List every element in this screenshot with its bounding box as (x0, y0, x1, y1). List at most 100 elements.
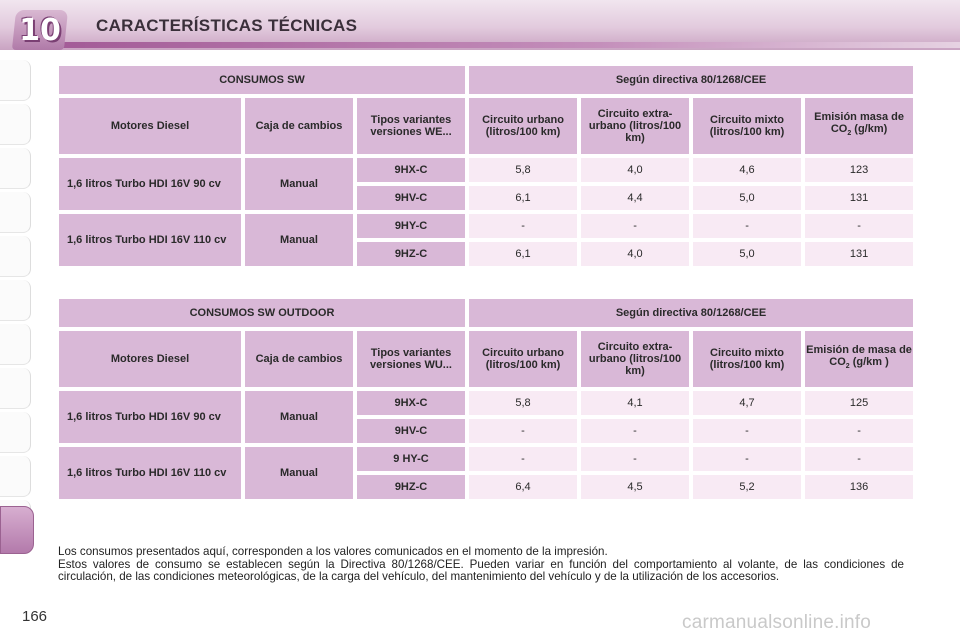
mixed-cell: 4,7 (693, 391, 802, 415)
chapter-tab[interactable] (0, 280, 31, 321)
directive-title: Según directiva 80/1268/CEE (469, 66, 914, 94)
mixed-cell: - (693, 214, 802, 238)
co2-label: CO (830, 123, 848, 136)
variant-cell: 9HX-C (357, 391, 466, 415)
urban-cell: 5,8 (469, 391, 578, 415)
urban-cell: 6,4 (469, 475, 578, 499)
engine-cell: 1,6 litros Turbo HDI 16V 90 cv (59, 391, 241, 443)
chapter-tab[interactable] (0, 60, 31, 101)
table-row: 9HZ-C 6,1 4,0 5,0 131 (59, 242, 914, 266)
page-number: 166 (22, 608, 48, 625)
variant-cell: 9HV-C (357, 419, 466, 443)
watermark: carmanualsonline.info (682, 612, 872, 633)
chapter-tab[interactable] (0, 236, 31, 277)
variant-cell: 9HX-C (357, 158, 466, 182)
co2-subscript: 2 (847, 130, 852, 138)
col-extra-urban: Circuito extra-urbano (litros/100 km) (581, 98, 690, 154)
variant-cell: 9HY-C (357, 214, 466, 238)
page-title: CARACTERÍSTICAS TÉCNICAS (96, 16, 358, 35)
consumption-table-sw: CONSUMOS SW Según directiva 80/1268/CEE … (55, 62, 917, 270)
co2-label: CO (829, 356, 846, 369)
extra-urban-cell: 4,0 (581, 242, 690, 266)
page-header (0, 0, 960, 50)
table-row: 1,6 litros Turbo HDI 16V 110 cv Manual 9… (59, 214, 914, 266)
extra-urban-cell: - (581, 419, 690, 443)
gearbox-cell: Manual (245, 214, 353, 266)
table-row: 1,6 litros Turbo HDI 16V 90 cv Manual 9H… (59, 158, 914, 210)
mixed-cell: 4,6 (693, 158, 802, 182)
table-row: 9HZ-C 6,4 4,5 5,2 136 (59, 475, 914, 499)
urban-cell: 5,8 (469, 158, 578, 182)
table-header-row: Motores Diesel Caja de cambios Tipos var… (59, 98, 914, 154)
extra-urban-cell: 4,1 (581, 391, 690, 415)
col-mixed: Circuito mixto (litros/100 km) (693, 98, 802, 154)
extra-urban-cell: 4,4 (581, 186, 690, 210)
chapter-tab[interactable] (0, 104, 31, 145)
co2-unit: (g/km ) (849, 356, 889, 369)
mixed-cell: 5,2 (693, 475, 802, 499)
chapter-tab-active[interactable] (0, 506, 34, 554)
urban-cell: - (469, 447, 578, 471)
extra-urban-cell: 4,5 (581, 475, 690, 499)
table-row: 9HV-C 6,1 4,4 5,0 131 (59, 186, 914, 210)
footnote-line-2: Estos valores de consumo se establecen s… (58, 557, 904, 583)
col-urban: Circuito urbano (litros/100 km) (469, 98, 578, 154)
co2-cell: 123 (805, 158, 914, 182)
variant-cell: 9HZ-C (357, 475, 466, 499)
col-emission-label: Emisión de masa de (806, 344, 912, 357)
co2-cell: - (805, 419, 914, 443)
section-title: CONSUMOS SW (59, 66, 466, 94)
table-row: 9HV-C - - - - (59, 419, 914, 443)
extra-urban-cell: - (581, 447, 690, 471)
table-row: 1,6 litros Turbo HDI 16V 110 cv Manual 9… (59, 447, 914, 499)
col-engine: Motores Diesel (59, 331, 241, 387)
chapter-tab-rail (0, 60, 32, 580)
col-engine: Motores Diesel (59, 98, 241, 154)
col-urban: Circuito urbano (litros/100 km) (469, 331, 578, 387)
col-gearbox: Caja de cambios (245, 98, 353, 154)
col-variants: Tipos variantes versiones WU... (357, 331, 466, 387)
chapter-number: 10 (19, 13, 61, 48)
variant-cell: 9HZ-C (357, 242, 466, 266)
extra-urban-cell: 4,0 (581, 158, 690, 182)
footnote-line-1: Los consumos presentados aquí, correspon… (58, 545, 608, 558)
mixed-cell: 5,0 (693, 186, 802, 210)
chapter-tab[interactable] (0, 368, 31, 409)
extra-urban-cell: - (581, 214, 690, 238)
col-emission: Emisión de masa de CO2 (g/km ) (805, 331, 914, 387)
co2-cell: 131 (805, 242, 914, 266)
urban-cell: 6,1 (469, 242, 578, 266)
table-row: 1,6 litros Turbo HDI 16V 90 cv Manual 9H… (59, 391, 914, 443)
urban-cell: 6,1 (469, 186, 578, 210)
table-section-row: CONSUMOS SW OUTDOOR Según directiva 80/1… (59, 299, 914, 327)
footnote: Los consumos presentados aquí, correspon… (58, 545, 904, 584)
table-section-row: CONSUMOS SW Según directiva 80/1268/CEE (59, 66, 914, 94)
gearbox-cell: Manual (245, 391, 353, 443)
co2-subscript: 2 (845, 363, 850, 371)
chapter-tab[interactable] (0, 148, 31, 189)
directive-title: Según directiva 80/1268/CEE (469, 299, 914, 327)
chapter-tab[interactable] (0, 192, 31, 233)
variant-cell: 9HV-C (357, 186, 466, 210)
mixed-cell: - (693, 419, 802, 443)
consumption-table-sw-outdoor: CONSUMOS SW OUTDOOR Según directiva 80/1… (55, 295, 917, 503)
header-rule (60, 42, 960, 48)
engine-cell: 1,6 litros Turbo HDI 16V 110 cv (59, 214, 241, 266)
chapter-tab[interactable] (0, 324, 31, 365)
engine-cell: 1,6 litros Turbo HDI 16V 110 cv (59, 447, 241, 499)
section-title: CONSUMOS SW OUTDOOR (59, 299, 466, 327)
variant-cell: 9 HY-C (357, 447, 466, 471)
mixed-cell: - (693, 447, 802, 471)
chapter-tab[interactable] (0, 456, 31, 497)
urban-cell: - (469, 214, 578, 238)
col-mixed: Circuito mixto (litros/100 km) (693, 331, 802, 387)
co2-cell: 125 (805, 391, 914, 415)
col-extra-urban: Circuito extra-urbano (litros/100 km) (581, 331, 690, 387)
co2-cell: 131 (805, 186, 914, 210)
mixed-cell: 5,0 (693, 242, 802, 266)
col-emission-label: Emisión masa de (814, 111, 904, 124)
chapter-tab[interactable] (0, 412, 31, 453)
gearbox-cell: Manual (245, 158, 353, 210)
engine-cell: 1,6 litros Turbo HDI 16V 90 cv (59, 158, 241, 210)
co2-cell: - (805, 447, 914, 471)
